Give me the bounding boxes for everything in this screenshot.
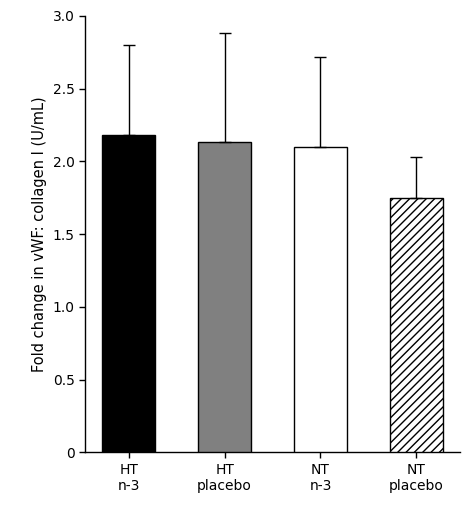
Bar bbox=[390, 198, 443, 452]
Bar bbox=[294, 147, 347, 452]
Bar bbox=[102, 135, 155, 452]
Y-axis label: Fold change in vWF: collagen I (U/mL): Fold change in vWF: collagen I (U/mL) bbox=[32, 96, 47, 372]
Bar bbox=[198, 143, 251, 452]
